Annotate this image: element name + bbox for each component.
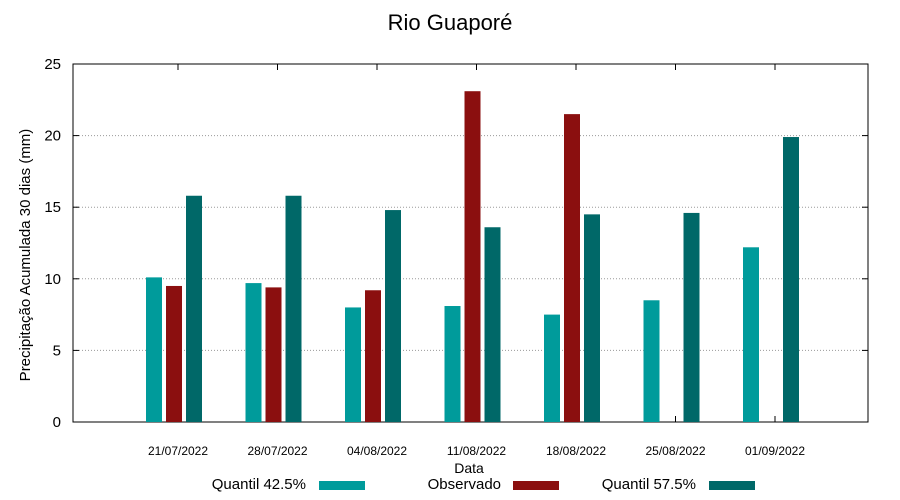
y-tick-label: 15 [44, 199, 61, 216]
bar-1-3 [345, 307, 361, 422]
y-axis: 0 5 10 15 20 25 [44, 56, 868, 431]
legend-label: Quantil 57.5% [602, 476, 696, 493]
bar-1-5 [544, 314, 560, 422]
y-tick-label: 20 [44, 128, 61, 145]
bar-1-7 [743, 247, 759, 422]
bar-3-1 [186, 195, 202, 422]
y-tick-label: 10 [44, 271, 61, 288]
x-tick-label: 18/08/2022 [546, 444, 606, 458]
bar-3-2 [285, 195, 302, 422]
bar-1-4 [444, 306, 461, 422]
legend-swatch [709, 481, 755, 490]
bar-3-5 [584, 214, 600, 422]
y-tick-label: 25 [44, 56, 61, 73]
bar-2-2 [265, 287, 282, 422]
legend-label: Quantil 42.5% [212, 476, 306, 493]
chart-title: Rio Guaporé [387, 10, 513, 35]
y-tick-label: 5 [53, 342, 61, 359]
x-tick-label: 11/08/2022 [447, 444, 506, 458]
bar-3-4 [484, 227, 501, 422]
bars [146, 91, 799, 423]
bar-3-3 [385, 210, 401, 422]
bar-1-1 [146, 277, 162, 422]
x-tick-label: 21/07/2022 [148, 444, 208, 458]
bar-2-1 [166, 285, 182, 422]
bar-1-6 [643, 300, 660, 422]
bar-1-2 [245, 283, 262, 422]
grid-layer [73, 135, 868, 351]
y-tick-label: 0 [53, 414, 61, 431]
x-tick-label: 01/09/2022 [745, 444, 805, 458]
legend-swatch [319, 481, 365, 490]
x-axis: 21/07/2022 28/07/2022 04/08/2022 11/08/2022… [148, 64, 805, 458]
x-tick-label: 25/08/2022 [645, 444, 705, 458]
legend: Quantil 42.5% Observado Quantil 57.5% [212, 476, 755, 493]
y-axis-label: Precipitação Acumulada 30 dias (mm) [17, 129, 34, 382]
bar-2-4 [464, 91, 481, 422]
bar-3-6 [683, 212, 700, 422]
bar-3-7 [783, 137, 799, 423]
x-tick-label: 04/08/2022 [347, 444, 407, 458]
legend-label: Observado [428, 476, 501, 493]
x-tick-label: 28/07/2022 [247, 444, 307, 458]
legend-swatch [513, 481, 559, 490]
bar-2-5 [564, 114, 580, 423]
x-axis-label: Data [454, 460, 484, 476]
bar-2-3 [365, 290, 381, 422]
